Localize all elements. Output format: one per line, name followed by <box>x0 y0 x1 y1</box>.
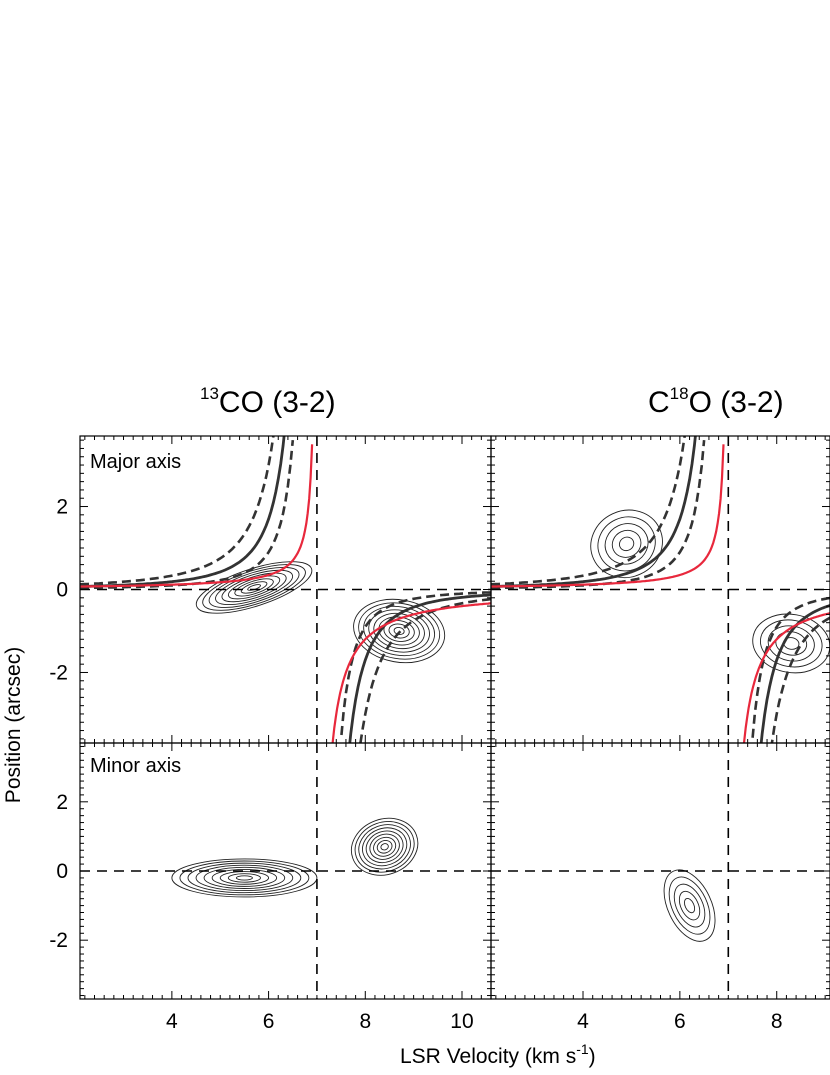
panel-frame <box>490 742 830 1000</box>
keplerian-upper-curve-blue <box>491 436 686 586</box>
y-tick-label: 0 <box>56 860 68 883</box>
contour-line <box>187 862 302 894</box>
contour-line <box>195 864 294 892</box>
contour-line <box>611 529 642 558</box>
contour-line <box>365 830 404 864</box>
x-axis-label-close: ) <box>589 1045 596 1068</box>
red-model-curve-red <box>742 612 830 743</box>
contour-line <box>663 869 716 942</box>
contour-line <box>684 898 696 914</box>
contour-line <box>234 578 274 597</box>
contour-line <box>208 566 300 608</box>
panel-title-13co: 13CO (3-2) <box>200 384 336 419</box>
keplerian-upper-curve-blue <box>80 436 275 586</box>
x-tick-label: 8 <box>771 1010 783 1033</box>
title-c18o-pre: C <box>648 386 670 419</box>
y-tick-label: 2 <box>56 791 68 814</box>
contour-line <box>597 516 656 572</box>
contour-line <box>179 860 310 896</box>
y-tick-label: -2 <box>49 929 68 952</box>
contour-line <box>383 619 415 642</box>
contour-line <box>673 883 706 928</box>
contour-line <box>590 509 663 579</box>
contour-line <box>668 876 711 935</box>
contour-line <box>618 536 635 552</box>
row-label-major: Major axis <box>90 451 181 473</box>
x-axis-label-sup: -1 <box>576 1041 589 1057</box>
contour-line <box>350 817 419 876</box>
panel-13co-major: 2 0 -2 <box>49 435 492 744</box>
keplerian-curve-blue <box>80 436 286 588</box>
y-tick-label: 2 <box>56 496 68 519</box>
keplerian-curve-blue <box>491 436 697 588</box>
contour-line <box>354 821 415 873</box>
contour-line <box>240 581 268 594</box>
contour-line <box>171 858 318 898</box>
x-tick-label: 10 <box>450 1010 473 1033</box>
red-model-curve-blue <box>491 444 725 588</box>
panel-c18o-minor: 4 6 8 <box>490 742 830 1033</box>
panel-plot-area <box>80 436 491 743</box>
contour-line <box>369 833 400 860</box>
contour-line <box>203 866 286 889</box>
contour-line <box>358 824 411 870</box>
contour-line <box>363 605 436 657</box>
x-tick-label: 4 <box>166 1010 178 1033</box>
contour-line <box>373 612 425 650</box>
x-axis-label: LSR Velocity (km s-1) <box>400 1041 596 1068</box>
x-axis-label-main: LSR Velocity (km s <box>400 1045 576 1068</box>
x-tick-label: 6 <box>674 1010 686 1033</box>
contour-line <box>195 561 313 614</box>
contour-line <box>604 523 649 565</box>
panel-plot-area <box>80 743 491 999</box>
panel-c18o-major <box>490 435 830 744</box>
contour-line <box>227 873 261 883</box>
row-label-minor: Minor axis <box>90 755 181 777</box>
contour-line <box>211 869 278 887</box>
panel-plot-area <box>491 743 830 999</box>
title-c18o-main: O (3-2) <box>689 386 784 419</box>
title-13co-sup: 13 <box>200 384 219 403</box>
contour-line <box>678 890 701 921</box>
contour-line <box>760 619 823 668</box>
red-model-curve-blue <box>80 444 314 588</box>
contour-line <box>221 572 287 603</box>
contour-line <box>362 827 408 867</box>
keplerian-lower-curve-red <box>339 591 491 740</box>
x-tick-label: 4 <box>577 1010 589 1033</box>
contour-line <box>235 875 253 881</box>
panel-13co-minor: 2 0 -2 4 6 8 10 <box>49 742 492 1033</box>
keplerian-curve-red <box>759 604 830 743</box>
contour-line <box>380 843 389 851</box>
contour-line <box>388 623 410 639</box>
contour-line <box>376 840 393 854</box>
y-tick-label: -2 <box>49 661 68 684</box>
x-tick-label: 6 <box>263 1010 275 1033</box>
keplerian-upper-curve-red <box>359 597 491 743</box>
contour-line <box>215 569 294 606</box>
contour-line <box>202 564 306 611</box>
y-tick-label: 0 <box>56 579 68 602</box>
title-c18o-sup: 18 <box>670 384 689 403</box>
keplerian-upper-curve-red <box>770 616 830 743</box>
panel-frame <box>490 435 830 744</box>
contour-line <box>373 836 397 857</box>
panel-plot-area <box>491 436 830 743</box>
y-axis-label: Position (arcsec) <box>2 647 25 803</box>
keplerian-curve-red <box>348 593 491 743</box>
panel-title-c18o: C18O (3-2) <box>648 384 784 419</box>
contour-line <box>219 871 270 885</box>
red-model-curve-red <box>331 602 491 743</box>
x-tick-label: 8 <box>359 1010 371 1033</box>
title-13co-main: CO (3-2) <box>219 386 336 419</box>
contour-line <box>358 602 441 660</box>
